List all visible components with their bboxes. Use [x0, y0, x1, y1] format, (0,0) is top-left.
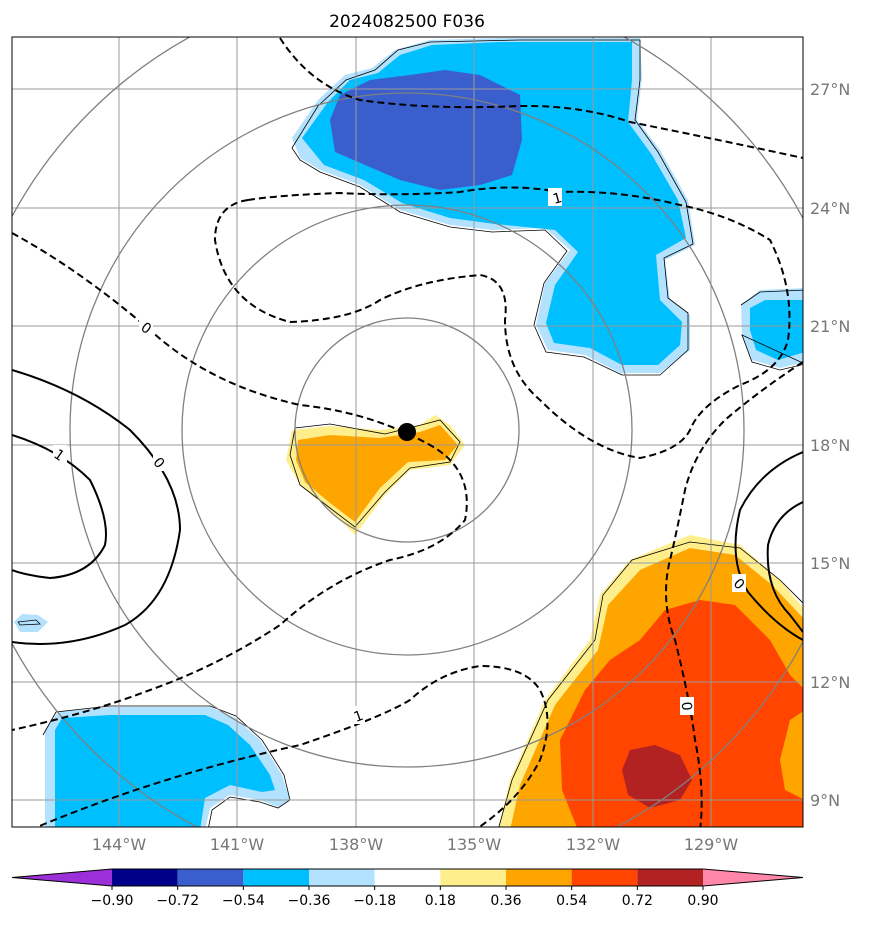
- lon-label-132w: 132°W: [566, 835, 621, 854]
- colorbar-segment: [112, 869, 178, 886]
- colorbar-tick-label: 0.54: [556, 893, 587, 909]
- contour-label-0-southeast: 0: [678, 701, 695, 711]
- lat-label-12n: 12°N: [810, 673, 850, 692]
- map-area: 1 0 1 0 0 1 0: [12, 37, 803, 827]
- colorbar-tick-label: −0.18: [353, 893, 396, 909]
- lon-label-144w: 144°W: [92, 835, 147, 854]
- colorbar-tick-label: 0.72: [622, 893, 653, 909]
- contour-labels: 1 0 1 0 0 1 0: [51, 188, 747, 726]
- colorbar-extend-high: [703, 869, 803, 886]
- graticule: [12, 37, 803, 827]
- figure-title: 2024082500 F036: [329, 12, 485, 32]
- lon-label-141w: 141°W: [210, 835, 265, 854]
- map-frame: [11, 36, 804, 828]
- lat-label-9n: 9°N: [810, 791, 840, 810]
- contour-label-1-north: 1: [551, 190, 564, 208]
- colorbar-segment: [440, 869, 506, 886]
- range-rings: [12, 37, 803, 827]
- lon-label-138w: 138°W: [329, 835, 384, 854]
- lat-label-27n: 27°N: [810, 80, 850, 99]
- colorbar-tick-label: −0.54: [222, 893, 265, 909]
- lat-label-18n: 18°N: [810, 436, 850, 455]
- colorbar-segment: [637, 869, 703, 886]
- colorbar-extend-low: [12, 869, 112, 886]
- storm-center-marker: [398, 423, 416, 441]
- colorbar-segment: [309, 869, 375, 886]
- longitude-labels: 144°W 141°W 138°W 135°W 132°W 129°W: [92, 835, 739, 854]
- lat-label-24n: 24°N: [810, 199, 850, 218]
- colorbar: −0.90 −0.72 −0.54 −0.36 −0.18 0.18 0.36 0.54 0.7…: [11, 868, 804, 909]
- colorbar-segment: [243, 869, 309, 886]
- colorbar-segment: [177, 869, 244, 886]
- latitude-labels: 27°N 24°N 21°N 18°N 15°N 12°N 9°N: [810, 80, 850, 810]
- colorbar-tick-label: −0.36: [288, 893, 331, 909]
- lon-label-135w: 135°W: [447, 835, 502, 854]
- dashed-contours: [12, 37, 803, 827]
- colorbar-segment: [506, 869, 572, 886]
- colorbar-tick-label: 0.90: [687, 893, 718, 909]
- lat-label-21n: 21°N: [810, 317, 850, 336]
- negative-anomaly-east: [740, 288, 803, 371]
- colorbar-segment: [571, 869, 638, 886]
- colorbar-segment: [374, 869, 441, 886]
- negative-anomaly-north: [291, 38, 695, 376]
- colorbar-tick-label: 0.36: [490, 893, 521, 909]
- lat-label-15n: 15°N: [810, 554, 850, 573]
- colorbar-tick-label: 0.18: [425, 893, 456, 909]
- negative-anomaly-southwest: [14, 614, 291, 827]
- lon-label-129w: 129°W: [684, 835, 739, 854]
- colorbar-tick-label: −0.72: [156, 893, 199, 909]
- colorbar-tick-label: −0.90: [91, 893, 134, 909]
